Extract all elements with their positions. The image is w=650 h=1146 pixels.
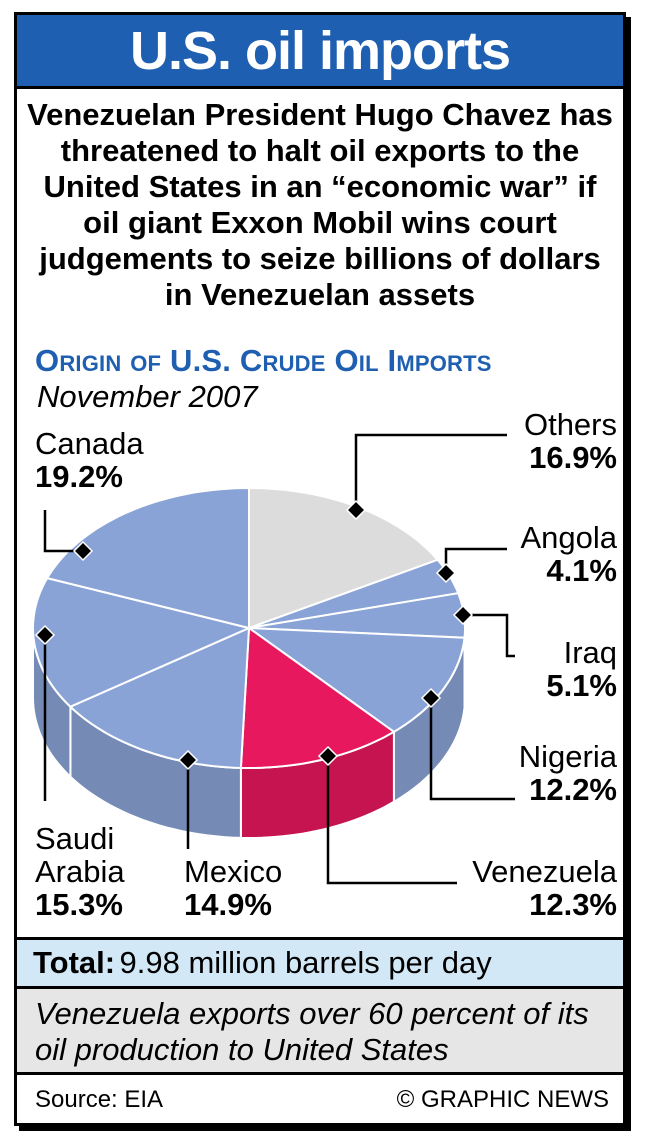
label-angola-value: 4.1% xyxy=(546,553,617,588)
label-angola-name: Angola xyxy=(520,520,617,555)
leader-line-nigeria xyxy=(429,698,515,801)
label-mexico-name: Mexico xyxy=(184,854,283,889)
pie-slice-saudi-arabia xyxy=(31,576,253,708)
label-others-name: Others xyxy=(523,407,617,442)
label-venezuela-name: Venezuela xyxy=(472,854,617,889)
infographic-frame: U.S. oil imports Venezuelan President Hu… xyxy=(14,12,626,1126)
label-venezuela-value: 12.3% xyxy=(529,887,617,922)
leader-marker-angola xyxy=(435,562,457,584)
chart-title: Origin of U.S. Crude Oil Imports xyxy=(35,343,492,378)
label-mexico-value: 14.9% xyxy=(184,887,272,922)
pie-chart xyxy=(31,433,515,885)
label-canada-name: Canada xyxy=(35,426,144,461)
leader-marker-canada xyxy=(72,540,94,562)
leader-line-canada xyxy=(43,510,83,553)
pie-slice-canada xyxy=(45,486,250,630)
total-label: Total: xyxy=(33,945,116,980)
label-others: Others 16.9% xyxy=(524,408,617,474)
leader-line-others xyxy=(354,433,507,510)
total-bar: Total: 9.98 million barrels per day xyxy=(17,937,623,989)
label-canada: Canada 19.2% xyxy=(35,427,144,493)
intro-text: Venezuelan President Hugo Chavez has thr… xyxy=(27,97,613,312)
label-nigeria-name: Nigeria xyxy=(518,739,617,774)
leader-marker-iraq xyxy=(452,604,474,626)
leader-line-iraq xyxy=(463,613,515,658)
leader-marker-venezuela xyxy=(317,745,339,767)
label-canada-value: 19.2% xyxy=(35,459,123,494)
label-saudi-arabia: Saudi Arabia 15.3% xyxy=(35,822,125,921)
label-iraq-value: 5.1% xyxy=(546,668,617,703)
label-others-value: 16.9% xyxy=(529,440,617,475)
total-value: 9.98 million barrels per day xyxy=(119,945,492,980)
label-nigeria: Nigeria 12.2% xyxy=(519,740,617,806)
label-iraq: Iraq 5.1% xyxy=(546,636,617,702)
leader-marker-mexico xyxy=(177,749,199,771)
label-nigeria-value: 12.2% xyxy=(529,772,617,807)
pie-slice-mexico xyxy=(68,626,251,769)
note-box: Venezuela exports over 60 percent of its… xyxy=(17,989,623,1075)
pie-slice-nigeria xyxy=(245,626,466,733)
leader-marker-saudi-arabia xyxy=(34,624,56,646)
label-angola: Angola 4.1% xyxy=(520,521,617,587)
source-text: Source: EIA xyxy=(35,1086,164,1113)
title-bar: U.S. oil imports xyxy=(17,15,623,89)
label-mexico: Mexico 14.9% xyxy=(184,855,282,921)
label-saudi-value: 15.3% xyxy=(35,887,123,922)
chart-subtitle: November 2007 xyxy=(37,379,258,414)
label-saudi-line2: Arabia xyxy=(35,854,125,889)
note-text: Venezuela exports over 60 percent of its… xyxy=(35,996,589,1067)
leader-marker-nigeria xyxy=(420,687,442,709)
credit-text: © GRAPHIC NEWS xyxy=(396,1086,609,1113)
label-saudi-line1: Saudi xyxy=(35,821,115,856)
leader-line-venezuela xyxy=(326,756,457,885)
label-iraq-name: Iraq xyxy=(563,635,617,670)
label-venezuela: Venezuela 12.3% xyxy=(472,855,617,921)
leader-marker-others xyxy=(345,499,367,521)
leader-line-angola xyxy=(444,547,507,573)
page-title: U.S. oil imports xyxy=(129,21,511,81)
